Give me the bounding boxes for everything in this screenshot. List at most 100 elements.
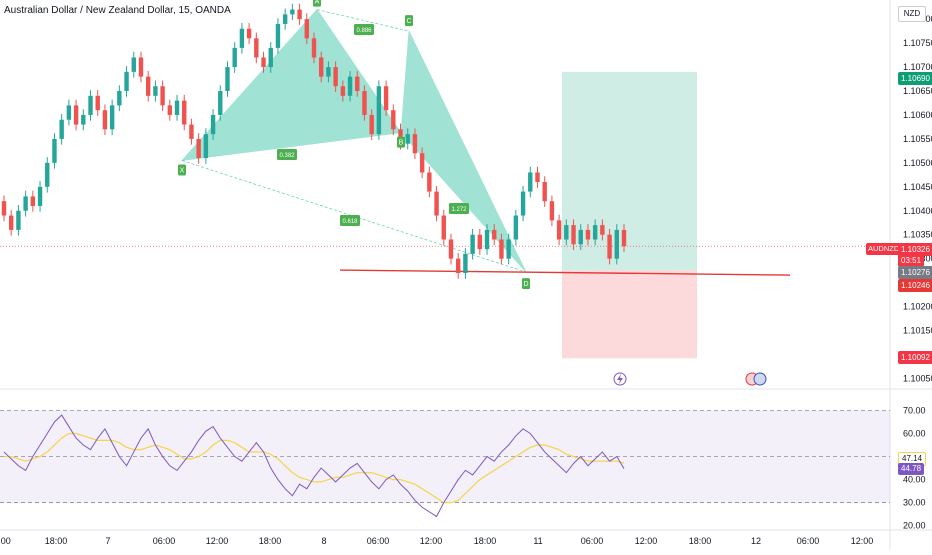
take-profit-zone[interactable] xyxy=(562,71,697,271)
candle-body[interactable] xyxy=(30,196,36,206)
candle-body[interactable] xyxy=(549,201,555,221)
candle-body[interactable] xyxy=(182,100,187,125)
candle-body[interactable] xyxy=(506,239,511,259)
candle-body[interactable] xyxy=(311,38,317,58)
candle-body[interactable] xyxy=(578,229,583,245)
candle-body[interactable] xyxy=(81,114,86,125)
candle-body[interactable] xyxy=(470,234,475,254)
pattern-xab-triangle[interactable] xyxy=(180,8,402,162)
candle-body[interactable] xyxy=(419,153,425,173)
candle-body[interactable] xyxy=(1,201,7,216)
candle-body[interactable] xyxy=(448,239,454,259)
rsi-line[interactable] xyxy=(3,414,625,518)
candle-body[interactable] xyxy=(268,47,273,68)
candle-body[interactable] xyxy=(196,138,201,159)
candle-body[interactable] xyxy=(398,129,403,144)
candle-body[interactable] xyxy=(167,105,173,115)
candle-body[interactable] xyxy=(239,28,245,48)
candle-body[interactable] xyxy=(340,86,346,96)
candle-body[interactable] xyxy=(542,182,547,202)
candle-body[interactable] xyxy=(434,191,439,216)
candle-body[interactable] xyxy=(88,95,93,115)
candle-body[interactable] xyxy=(405,134,410,144)
candle-body[interactable] xyxy=(412,134,418,154)
candle-body[interactable] xyxy=(218,91,223,115)
candle-body[interactable] xyxy=(203,134,209,159)
candle-body[interactable] xyxy=(37,186,43,206)
candle-body[interactable] xyxy=(621,229,627,247)
candle-body[interactable] xyxy=(369,114,374,135)
candle-body[interactable] xyxy=(427,172,432,192)
candle-body[interactable] xyxy=(391,110,396,130)
candle-body[interactable] xyxy=(347,76,353,96)
candle-body[interactable] xyxy=(304,19,309,39)
candle-body[interactable] xyxy=(232,47,237,68)
rsi-ma-line[interactable] xyxy=(4,432,625,504)
candle-body[interactable] xyxy=(138,57,144,77)
candle-body[interactable] xyxy=(290,9,295,15)
candle-body[interactable] xyxy=(513,215,519,240)
candle-body[interactable] xyxy=(145,76,151,96)
candle-body[interactable] xyxy=(73,105,79,125)
candle-body[interactable] xyxy=(189,124,194,139)
candle-body[interactable] xyxy=(153,86,158,96)
candle-body[interactable] xyxy=(261,57,266,68)
candle-body[interactable] xyxy=(246,28,252,39)
candle-body[interactable] xyxy=(23,196,28,211)
candle-body[interactable] xyxy=(484,229,490,250)
candle-body[interactable] xyxy=(492,229,497,240)
candle-body[interactable] xyxy=(59,119,64,139)
candle-body[interactable] xyxy=(95,95,100,111)
candle-body[interactable] xyxy=(383,86,389,111)
candle-body[interactable] xyxy=(455,258,461,274)
candle-body[interactable] xyxy=(225,67,230,92)
rsi-axis-tick: 70.00 xyxy=(903,405,926,415)
support-line[interactable] xyxy=(339,269,791,276)
candle-body[interactable] xyxy=(174,100,180,115)
candle-body[interactable] xyxy=(254,38,259,58)
candle-body[interactable] xyxy=(376,86,382,135)
candle-body[interactable] xyxy=(45,162,50,187)
candle-body[interactable] xyxy=(535,172,540,183)
candle-body[interactable] xyxy=(528,172,533,192)
candle-body[interactable] xyxy=(564,225,569,240)
news-flag-icon-2[interactable] xyxy=(753,372,767,386)
currency-label[interactable]: NZD xyxy=(898,6,926,22)
candle-body[interactable] xyxy=(556,220,562,240)
candle-body[interactable] xyxy=(66,105,72,120)
candle-body[interactable] xyxy=(362,91,367,115)
candle-body[interactable] xyxy=(499,239,504,259)
candle-body[interactable] xyxy=(600,225,605,235)
candle-body[interactable] xyxy=(607,234,612,259)
candle-body[interactable] xyxy=(463,253,468,274)
candle-body[interactable] xyxy=(355,76,360,92)
candle-body[interactable] xyxy=(571,225,576,245)
pattern-bcd-triangle[interactable] xyxy=(400,29,527,273)
candle-body[interactable] xyxy=(282,14,288,24)
candle-body[interactable] xyxy=(477,234,483,250)
candle-body[interactable] xyxy=(592,225,598,240)
candle-body[interactable] xyxy=(52,138,57,163)
candle-body[interactable] xyxy=(275,23,281,48)
candle-body[interactable] xyxy=(319,57,324,77)
candle-body[interactable] xyxy=(297,9,302,20)
candle-body[interactable] xyxy=(333,67,338,87)
candle-body[interactable] xyxy=(441,215,446,240)
candle-body[interactable] xyxy=(326,67,331,77)
candle-body[interactable] xyxy=(210,114,216,135)
candle-body[interactable] xyxy=(124,71,129,92)
candle-body[interactable] xyxy=(102,110,108,130)
candle-body[interactable] xyxy=(16,210,21,230)
candle-body[interactable] xyxy=(109,105,115,130)
candle-body[interactable] xyxy=(614,229,619,259)
candle-body[interactable] xyxy=(160,86,165,106)
candle-body[interactable] xyxy=(520,191,526,216)
stop-loss-zone[interactable] xyxy=(562,270,697,359)
candle-body[interactable] xyxy=(9,215,14,230)
candle-body[interactable] xyxy=(585,229,591,240)
pattern-point-x-box xyxy=(178,164,186,176)
candle-body[interactable] xyxy=(131,57,136,72)
candle-body[interactable] xyxy=(117,91,122,106)
